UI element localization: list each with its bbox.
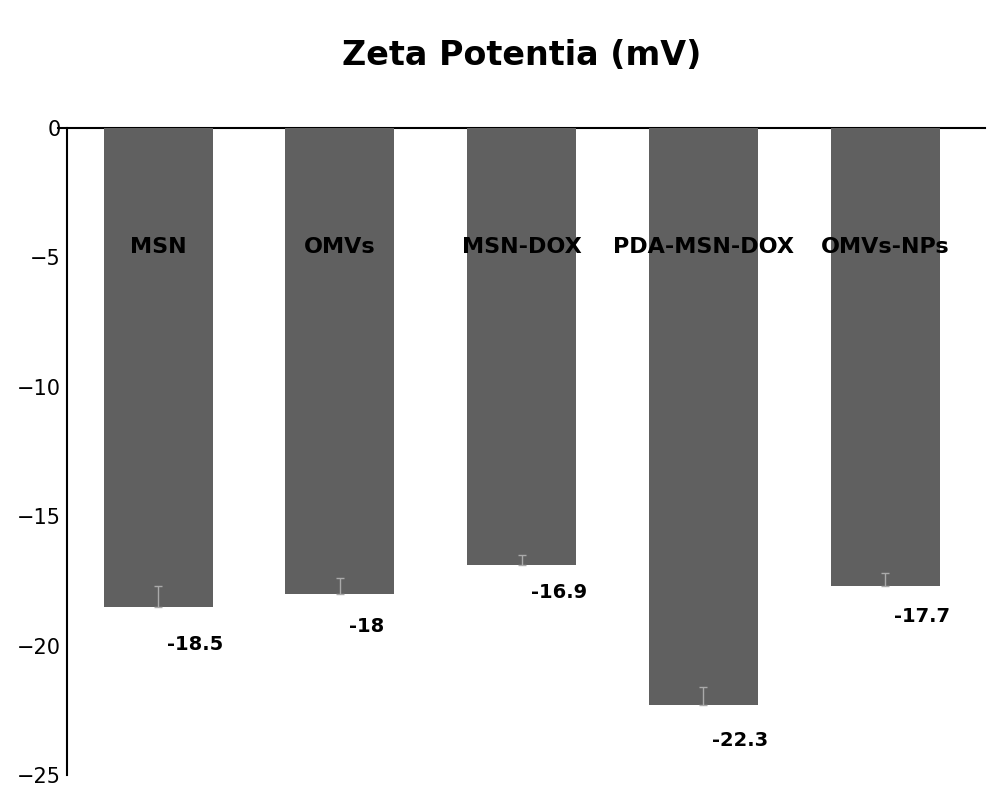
Bar xyxy=(104,128,213,606)
Bar xyxy=(649,128,758,705)
Title: Zeta Potentia (mV): Zeta Potentia (mV) xyxy=(342,39,701,72)
Bar xyxy=(285,128,394,593)
Bar xyxy=(467,128,576,565)
Text: MSN: MSN xyxy=(130,237,187,257)
Text: -22.3: -22.3 xyxy=(712,731,769,750)
Text: OMVs-NPs: OMVs-NPs xyxy=(821,237,949,257)
Text: -18: -18 xyxy=(349,617,384,636)
Text: PDA-MSN-DOX: PDA-MSN-DOX xyxy=(613,237,794,257)
Text: -18.5: -18.5 xyxy=(167,635,224,654)
Text: MSN-DOX: MSN-DOX xyxy=(462,237,582,257)
Bar xyxy=(831,128,940,586)
Text: OMVs: OMVs xyxy=(304,237,376,257)
Text: -16.9: -16.9 xyxy=(531,583,587,602)
Text: -17.7: -17.7 xyxy=(894,606,950,626)
